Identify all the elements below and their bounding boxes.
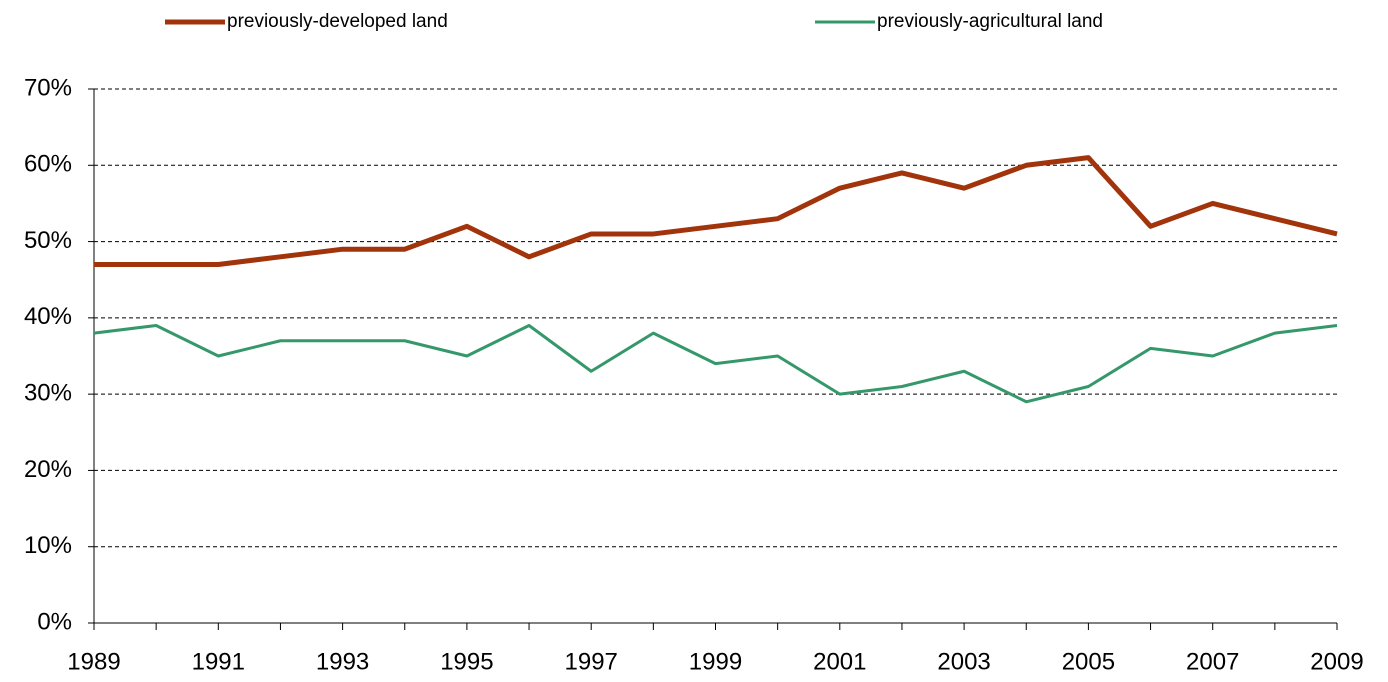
series-line (93, 323, 1338, 404)
x-tick-label: 1995 (440, 648, 493, 675)
legend-label: previously-agricultural land (877, 11, 1103, 32)
y-tick-label: 30% (24, 379, 72, 406)
y-tick-label: 70% (24, 74, 72, 101)
x-tick-label: 2005 (1062, 648, 1115, 675)
x-tick-label: 2003 (937, 648, 990, 675)
x-tick-label: 2001 (813, 648, 866, 675)
y-tick-label: 10% (24, 532, 72, 559)
x-tick-label: 2009 (1310, 648, 1363, 675)
y-tick-label: 50% (24, 227, 72, 254)
y-tick-label: 0% (37, 608, 72, 635)
x-tick-label: 1991 (192, 648, 245, 675)
x-tick-label: 2007 (1186, 648, 1239, 675)
y-tick-label: 20% (24, 456, 72, 483)
x-tick-label: 1989 (67, 648, 120, 675)
x-tick-label: 1999 (689, 648, 742, 675)
y-tick-label: 60% (24, 151, 72, 178)
y-tick-label: 40% (24, 303, 72, 330)
x-tick-label: 1993 (316, 648, 369, 675)
x-tick-label: 1997 (565, 648, 618, 675)
series-line (94, 155, 1338, 267)
legend-label: previously-developed land (227, 11, 448, 32)
